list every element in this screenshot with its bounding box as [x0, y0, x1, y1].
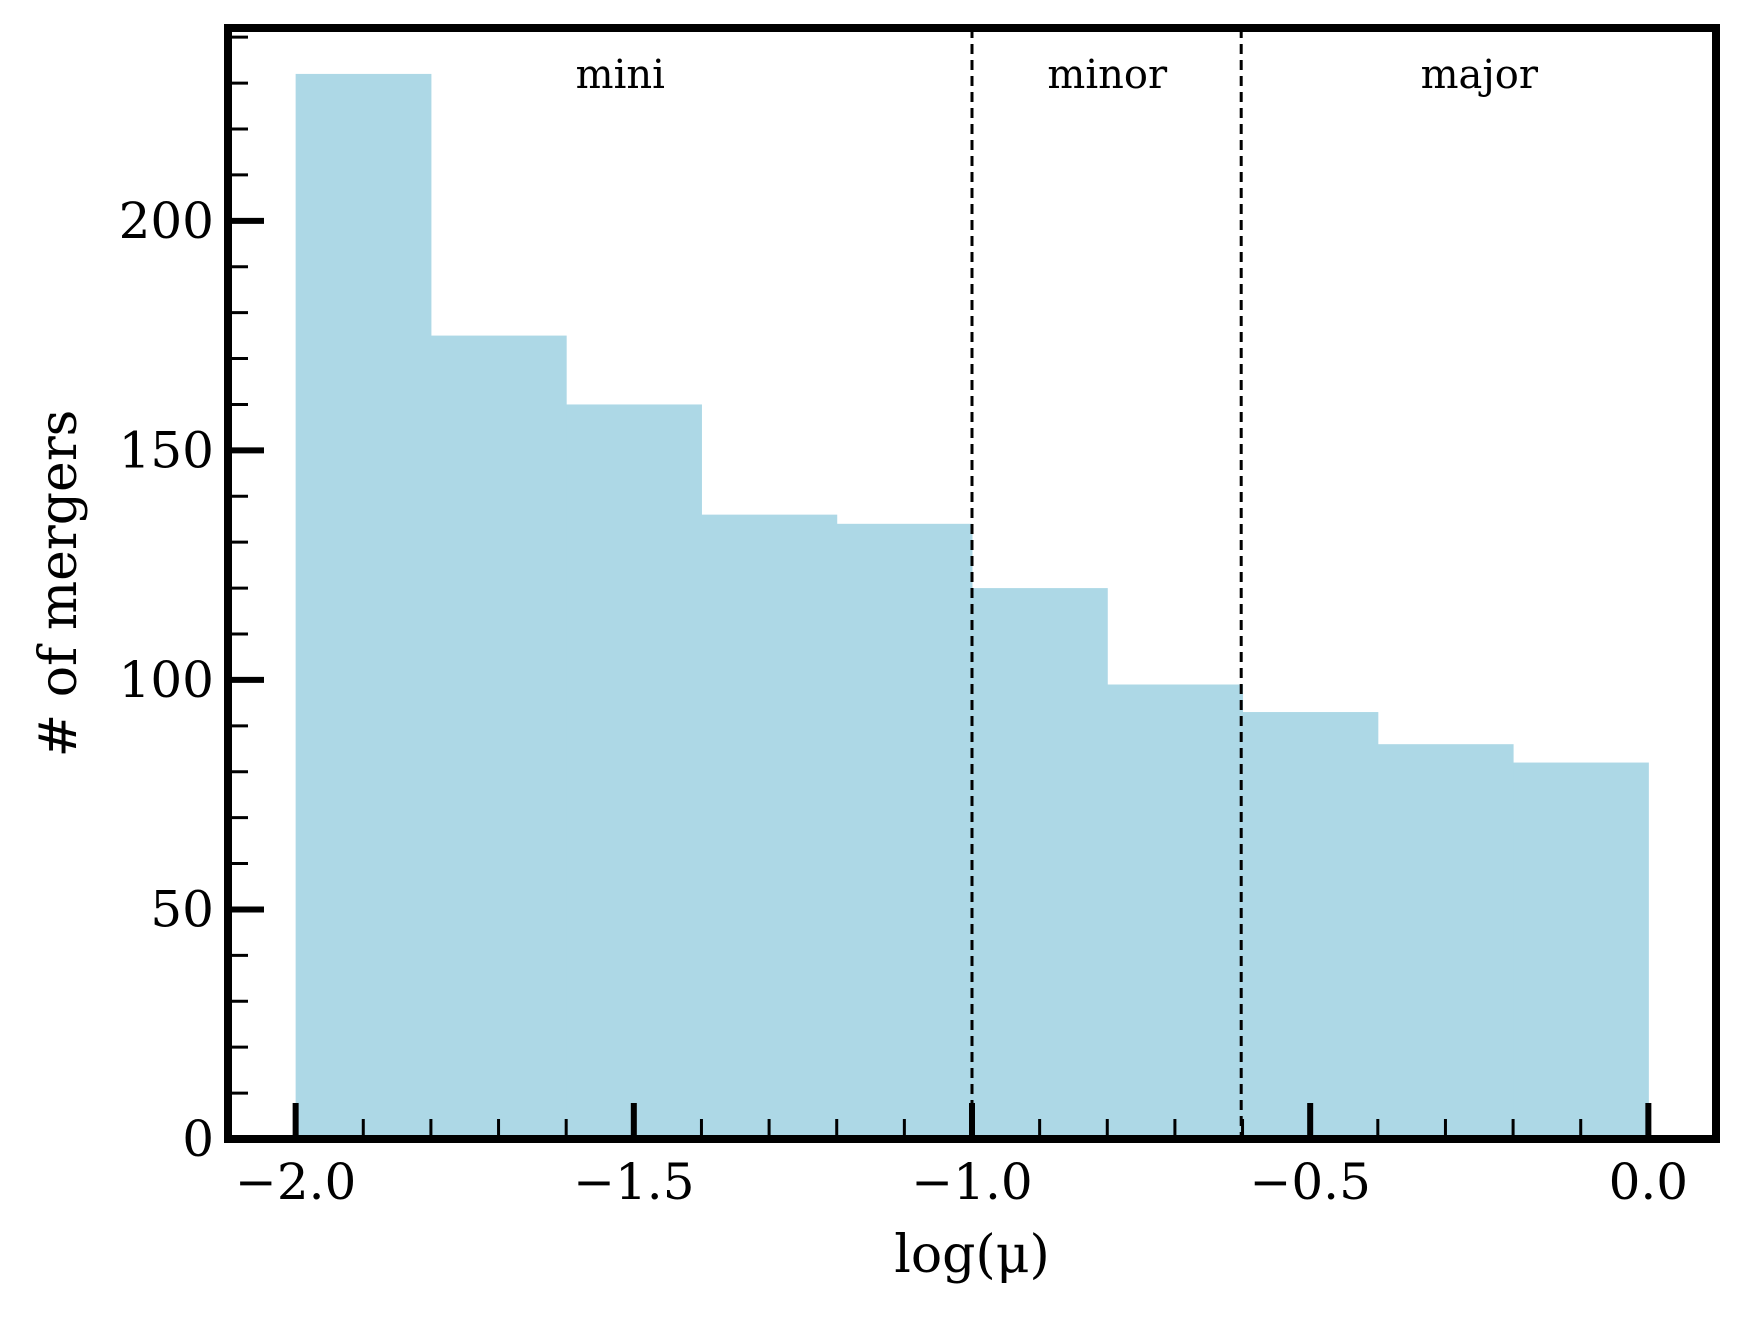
histogram-bar: [1513, 762, 1649, 1139]
x-axis-label: log(μ): [894, 1225, 1050, 1285]
region-label: major: [1421, 52, 1539, 98]
region-dividers: [970, 28, 1243, 1139]
region-labels: mini minor major: [576, 52, 1539, 98]
region-label: minor: [1047, 52, 1168, 98]
y-tick-label: 50: [150, 880, 214, 938]
y-tick-label: 100: [119, 651, 214, 709]
histogram-bar: [1242, 712, 1379, 1139]
x-tick-label: −1.5: [573, 1153, 694, 1211]
y-axis-label: # of mergers: [29, 410, 89, 758]
x-tick-label: −1.0: [911, 1153, 1032, 1211]
histogram-bar: [1377, 744, 1514, 1139]
y-tick-label: 150: [119, 421, 214, 479]
x-tick-label: −0.5: [1249, 1153, 1370, 1211]
x-tick-label: 0.0: [1609, 1153, 1689, 1211]
y-tick-label: 0: [182, 1110, 214, 1168]
histogram-bar: [566, 404, 702, 1139]
histogram-bar: [295, 73, 432, 1140]
histogram-bar: [701, 514, 838, 1139]
tick-labels: −2.0 −1.5 −1.0 −0.5 0.0 0 50 100 150 200: [119, 192, 1689, 1211]
histogram-bar: [836, 523, 973, 1139]
histogram-bar: [430, 335, 567, 1139]
histogram-bar: [1107, 684, 1244, 1139]
y-tick-label: 200: [119, 192, 214, 250]
bars-group: [295, 73, 1649, 1140]
plot-frame: [224, 24, 1720, 1143]
region-label: mini: [576, 52, 665, 98]
x-tick-label: −2.0: [235, 1153, 356, 1211]
histogram-bar: [972, 588, 1108, 1139]
